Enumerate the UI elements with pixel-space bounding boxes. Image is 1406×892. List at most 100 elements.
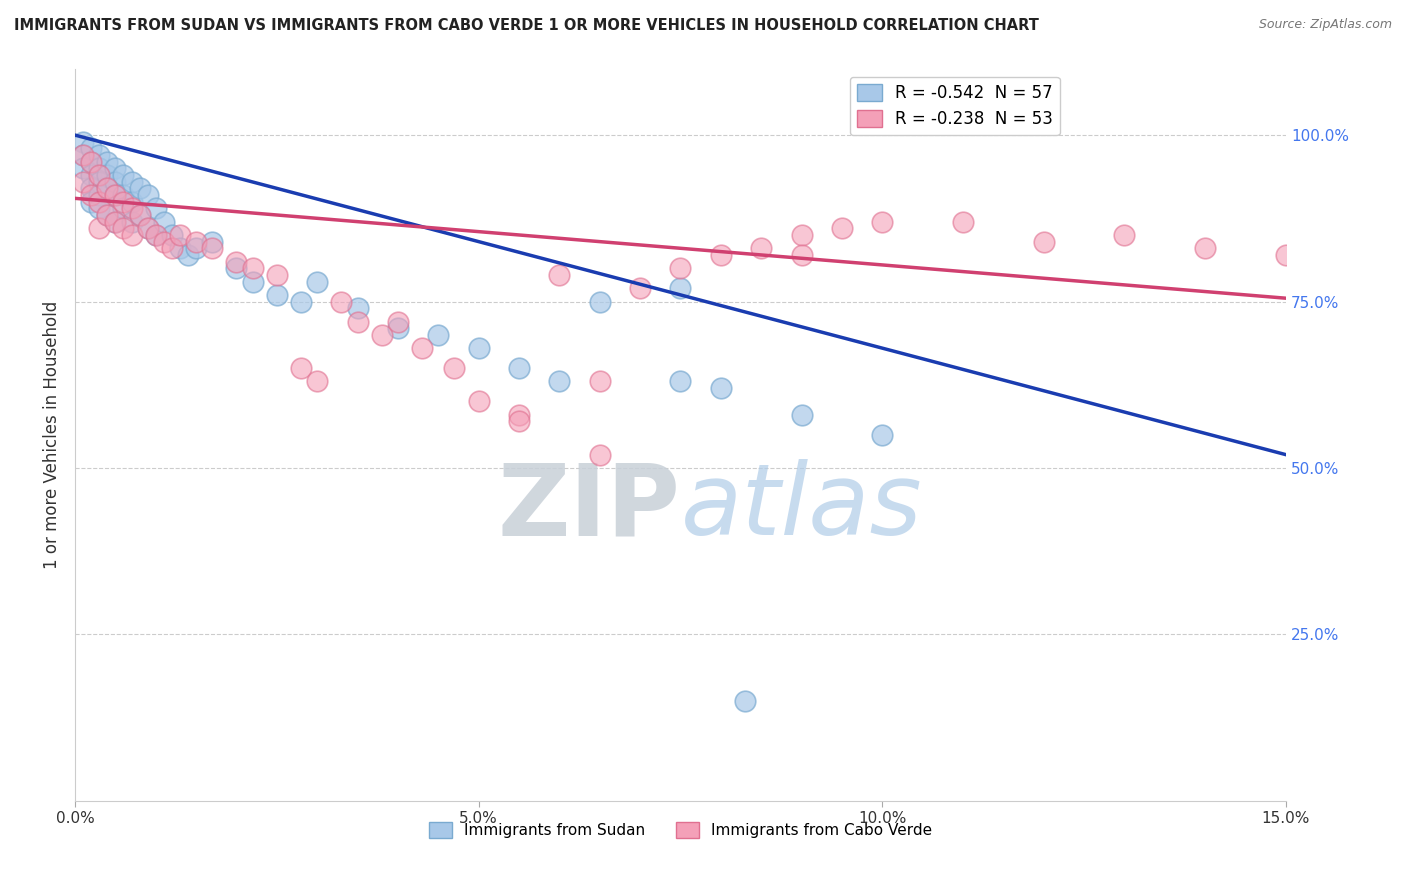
Point	[467, 394, 489, 409]
Point	[96, 154, 118, 169]
Point	[160, 227, 183, 242]
Point	[307, 275, 329, 289]
Point	[307, 375, 329, 389]
Point	[72, 148, 94, 162]
Point	[169, 241, 191, 255]
Point	[128, 181, 150, 195]
Point	[749, 241, 772, 255]
Point	[89, 221, 111, 235]
Point	[121, 227, 143, 242]
Point	[242, 261, 264, 276]
Point	[72, 148, 94, 162]
Point	[96, 181, 118, 195]
Point	[628, 281, 651, 295]
Point	[1032, 235, 1054, 249]
Point	[136, 221, 159, 235]
Point	[443, 361, 465, 376]
Point	[508, 408, 530, 422]
Point	[80, 154, 103, 169]
Point	[121, 175, 143, 189]
Point	[112, 194, 135, 209]
Point	[710, 248, 733, 262]
Point	[952, 214, 974, 228]
Point	[508, 361, 530, 376]
Point	[1275, 248, 1298, 262]
Point	[266, 288, 288, 302]
Point	[89, 148, 111, 162]
Point	[201, 235, 224, 249]
Point	[145, 202, 167, 216]
Point	[371, 327, 394, 342]
Point	[80, 181, 103, 195]
Point	[330, 294, 353, 309]
Point	[121, 194, 143, 209]
Point	[589, 375, 612, 389]
Point	[346, 301, 368, 316]
Text: ZIP: ZIP	[498, 459, 681, 557]
Point	[128, 208, 150, 222]
Point	[153, 214, 176, 228]
Point	[290, 294, 312, 309]
Point	[346, 314, 368, 328]
Point	[89, 161, 111, 176]
Text: IMMIGRANTS FROM SUDAN VS IMMIGRANTS FROM CABO VERDE 1 OR MORE VEHICLES IN HOUSEH: IMMIGRANTS FROM SUDAN VS IMMIGRANTS FROM…	[14, 18, 1039, 33]
Point	[96, 168, 118, 182]
Point	[128, 208, 150, 222]
Point	[112, 168, 135, 182]
Point	[290, 361, 312, 376]
Point	[96, 208, 118, 222]
Point	[872, 427, 894, 442]
Point	[411, 341, 433, 355]
Point	[790, 227, 813, 242]
Point	[387, 321, 409, 335]
Point	[121, 202, 143, 216]
Point	[169, 227, 191, 242]
Point	[734, 694, 756, 708]
Point	[89, 202, 111, 216]
Point	[72, 175, 94, 189]
Text: atlas: atlas	[681, 459, 922, 557]
Point	[225, 261, 247, 276]
Point	[80, 168, 103, 182]
Point	[104, 214, 127, 228]
Point	[112, 221, 135, 235]
Point	[104, 188, 127, 202]
Point	[467, 341, 489, 355]
Point	[136, 188, 159, 202]
Point	[1194, 241, 1216, 255]
Point	[201, 241, 224, 255]
Point	[1114, 227, 1136, 242]
Point	[136, 221, 159, 235]
Point	[104, 214, 127, 228]
Point	[89, 168, 111, 182]
Point	[589, 294, 612, 309]
Point	[160, 241, 183, 255]
Point	[669, 261, 692, 276]
Point	[145, 227, 167, 242]
Point	[589, 448, 612, 462]
Legend: Immigrants from Sudan, Immigrants from Cabo Verde: Immigrants from Sudan, Immigrants from C…	[423, 816, 938, 845]
Text: Source: ZipAtlas.com: Source: ZipAtlas.com	[1258, 18, 1392, 31]
Point	[153, 235, 176, 249]
Point	[72, 161, 94, 176]
Point	[710, 381, 733, 395]
Point	[790, 408, 813, 422]
Point	[104, 188, 127, 202]
Point	[508, 414, 530, 428]
Point	[225, 254, 247, 268]
Point	[72, 135, 94, 149]
Point	[872, 214, 894, 228]
Point	[80, 154, 103, 169]
Point	[177, 248, 200, 262]
Point	[80, 188, 103, 202]
Point	[112, 202, 135, 216]
Point	[184, 241, 207, 255]
Point	[669, 375, 692, 389]
Point	[790, 248, 813, 262]
Point	[89, 175, 111, 189]
Point	[242, 275, 264, 289]
Point	[96, 208, 118, 222]
Point	[121, 214, 143, 228]
Point	[112, 188, 135, 202]
Point	[427, 327, 450, 342]
